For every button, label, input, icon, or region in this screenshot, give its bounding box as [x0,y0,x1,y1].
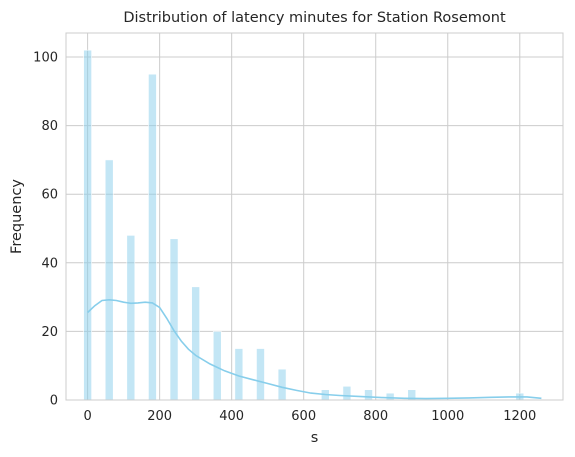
histogram-bar [169,238,179,401]
x-tick-label: 1000 [431,409,464,424]
x-tick-label: 800 [363,409,388,424]
plot-frame [65,32,564,401]
y-tick-label: 20 [41,325,58,340]
chart-title: Distribution of latency minutes for Stat… [123,10,506,26]
histogram-bar [385,392,395,401]
x-tick-label: 600 [291,409,316,424]
x-tick-label: 1200 [503,409,536,424]
histogram-bar [364,389,373,401]
x-axis-label: s [311,430,319,446]
y-tick-label: 0 [50,394,58,409]
kde-curve [87,298,542,400]
histogram-bar [191,286,200,401]
histogram-bars [83,49,525,401]
y-tick-label: 80 [41,119,58,134]
y-tick-label: 60 [41,188,58,203]
histogram-bar [104,159,114,401]
histogram-bar [256,348,265,401]
x-tick-labels: 0 200 400 600 800 1000 1200 [83,409,536,424]
y-axis-label: Frequency [9,179,25,254]
x-tick-label: 0 [83,409,91,424]
histogram-bar [148,73,157,401]
histogram-bar [342,385,352,401]
histogram-bar [126,235,136,401]
y-tick-label: 100 [33,51,58,66]
x-tick-label: 200 [147,409,172,424]
x-tick-label: 400 [219,409,244,424]
y-tick-labels: 0 20 40 60 80 100 [33,51,58,409]
y-tick-label: 40 [41,256,58,271]
histogram-bar [83,49,92,401]
histogram-bar [277,368,287,401]
